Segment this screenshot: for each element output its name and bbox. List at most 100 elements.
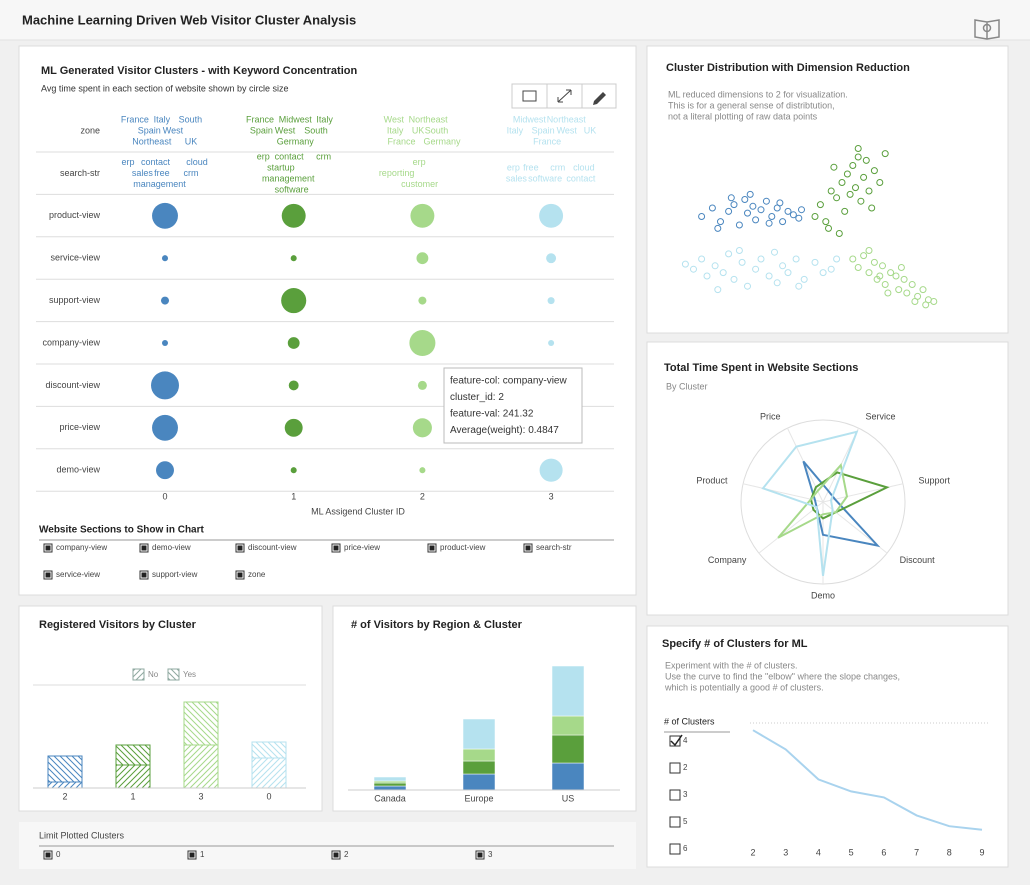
bubble	[161, 339, 169, 347]
row-label: support-view	[49, 295, 101, 305]
legend-label: No	[148, 670, 159, 679]
checkbox[interactable]	[669, 816, 681, 828]
cloud-word: contact	[141, 157, 171, 167]
scatter-point	[830, 163, 838, 171]
axis-label: Product	[696, 475, 728, 485]
bar-segment	[115, 744, 151, 766]
scatter-point	[884, 289, 892, 297]
x-tick-label: Europe	[464, 793, 493, 803]
scatter-point	[776, 199, 784, 207]
x-tick-label: 2	[62, 791, 67, 801]
table-button[interactable]	[522, 90, 537, 102]
cloud-word: South	[304, 125, 328, 135]
scatter-point	[795, 214, 803, 222]
scatter-point	[771, 248, 778, 256]
scatter-point	[681, 260, 689, 268]
scatter-point	[862, 156, 870, 164]
scatter-point	[860, 173, 868, 181]
scatter-point	[922, 301, 930, 309]
scatter-point	[765, 219, 773, 227]
scatter-point	[876, 272, 884, 280]
cloud-word: free	[154, 168, 170, 178]
checkbox-mark	[333, 852, 339, 858]
cloud-word: South	[425, 125, 449, 135]
scatter-point	[854, 153, 862, 161]
x-axis-label: ML Assigend Cluster ID	[311, 506, 405, 516]
option-label: 6	[683, 844, 688, 853]
bubble	[412, 418, 432, 438]
scatter-point	[800, 275, 808, 283]
filter-title: Website Sections to Show in Chart	[39, 525, 205, 536]
cloud-word: Spain	[250, 125, 273, 135]
scatter-point	[897, 264, 905, 271]
checkbox-label: zone	[248, 570, 266, 579]
cloud-word: Germany	[424, 136, 462, 146]
scatter-point	[725, 250, 733, 258]
checkbox[interactable]	[669, 762, 681, 774]
scatter-point	[690, 265, 697, 273]
scatter-point	[930, 298, 938, 305]
checkbox[interactable]	[669, 843, 681, 855]
x-tick-label: 0	[266, 791, 271, 801]
scatter-point	[827, 265, 835, 273]
scatter-point	[881, 150, 889, 158]
bar-segment	[551, 734, 585, 764]
checkbox-mark	[141, 545, 147, 551]
checkbox-label: price-view	[344, 543, 380, 552]
cloud-word: erp	[413, 157, 426, 167]
checkbox-label: company-view	[56, 543, 107, 552]
tooltip-line: cluster_id: 2	[450, 392, 504, 403]
scatter-point	[865, 187, 873, 195]
scatter-point	[865, 247, 873, 254]
edit-button[interactable]	[593, 92, 606, 105]
bar-segment	[462, 760, 496, 775]
cloud-word: software	[275, 184, 309, 194]
axis-label: Discount	[900, 555, 936, 565]
checkbox-mark	[45, 572, 51, 578]
scatter-point	[843, 170, 851, 178]
checkbox[interactable]	[669, 789, 681, 801]
option-label: 5	[683, 817, 688, 826]
bar-segment	[251, 757, 287, 789]
scatter-point	[876, 179, 884, 186]
axis-label: Price	[760, 412, 781, 422]
option-label: 2	[683, 763, 688, 772]
cloud-word: Italy	[316, 114, 333, 124]
bar-segment	[551, 715, 585, 736]
scatter-point	[846, 190, 854, 198]
scatter-point	[762, 197, 770, 205]
scatter-point	[827, 187, 835, 195]
row-label: price-view	[59, 422, 100, 432]
bubble	[152, 414, 178, 441]
x-tick-label: 3	[783, 847, 788, 857]
cloud-word: management	[133, 179, 186, 189]
bar-segment	[251, 741, 287, 759]
radar-spoke	[822, 483, 904, 503]
cloud-word: West	[384, 114, 405, 124]
bar-segment	[373, 776, 407, 782]
scatter-point	[730, 275, 738, 283]
radar-spoke	[742, 483, 824, 503]
scatter-point	[811, 213, 819, 220]
scatter-point	[714, 286, 722, 294]
expand-button[interactable]	[557, 89, 572, 103]
x-tick-label: 2	[420, 491, 425, 501]
checkbox-mark	[141, 572, 147, 578]
scatter-point	[854, 145, 862, 152]
bar-segment	[183, 701, 219, 746]
scatter-point	[816, 201, 824, 209]
book-icon[interactable]	[974, 19, 1000, 40]
cloud-word: France	[121, 114, 149, 124]
scatter-point	[838, 179, 846, 186]
checkbox-label: discount-view	[248, 543, 297, 552]
checkbox-label: 3	[488, 850, 493, 859]
scatter-point	[908, 281, 916, 288]
bar-segment	[115, 764, 151, 789]
book-mark[interactable]	[982, 23, 992, 33]
checkbox-label: demo-view	[152, 543, 191, 552]
cloud-word: France	[246, 114, 274, 124]
x-tick-label: US	[562, 793, 575, 803]
chart-title: ML Generated Visitor Clusters - with Key…	[41, 65, 357, 77]
tooltip-line: feature-val: 241.32	[450, 409, 534, 420]
